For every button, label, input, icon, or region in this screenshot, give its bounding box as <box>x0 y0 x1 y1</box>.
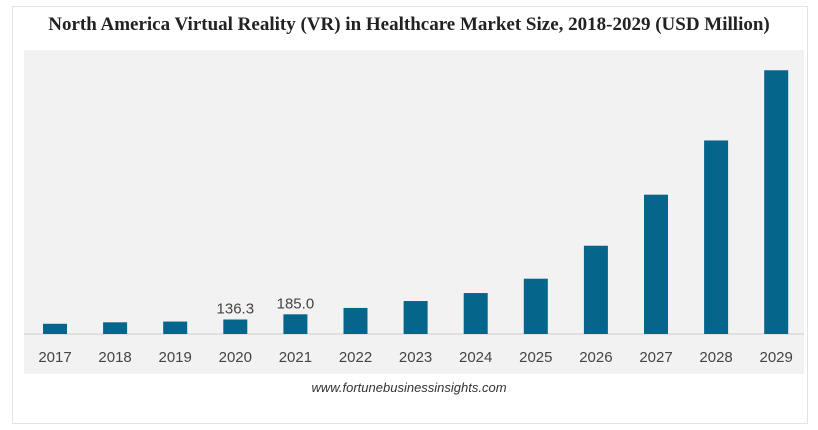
bar-2026 <box>583 245 608 334</box>
bar-2018 <box>103 322 128 334</box>
bar-2022 <box>343 307 368 334</box>
x-tick-label-2021: 2021 <box>279 349 312 366</box>
bar-2024 <box>463 293 488 334</box>
data-label-2021: 185.0 <box>277 295 315 312</box>
bar-2028 <box>704 140 729 334</box>
x-tick-label-2017: 2017 <box>38 349 71 366</box>
bar-2029 <box>764 70 789 334</box>
bar-2019 <box>163 321 188 334</box>
x-tick-label-2029: 2029 <box>760 349 793 366</box>
bar-2027 <box>644 194 668 334</box>
chart-title: North America Virtual Reality (VR) in He… <box>48 14 770 35</box>
data-label-2020: 136.3 <box>217 301 255 318</box>
x-tick-label-2022: 2022 <box>339 349 372 366</box>
x-tick-label-2028: 2028 <box>699 349 732 366</box>
bar-2021 <box>283 314 308 334</box>
x-tick-label-2027: 2027 <box>639 349 672 366</box>
bar-2020 <box>223 319 248 334</box>
bar-2023 <box>403 301 428 334</box>
bar-2025 <box>523 278 548 334</box>
x-tick-label-2018: 2018 <box>98 349 131 366</box>
source-credit: www.fortunebusinessinsights.com <box>311 380 507 395</box>
x-tick-label-2024: 2024 <box>459 349 492 366</box>
x-tick-label-2025: 2025 <box>519 349 552 366</box>
x-tick-label-2026: 2026 <box>579 349 612 366</box>
x-tick-label-2023: 2023 <box>399 349 432 366</box>
bar-2017 <box>43 323 67 334</box>
x-tick-label-2020: 2020 <box>219 349 252 366</box>
x-tick-label-2019: 2019 <box>159 349 192 366</box>
